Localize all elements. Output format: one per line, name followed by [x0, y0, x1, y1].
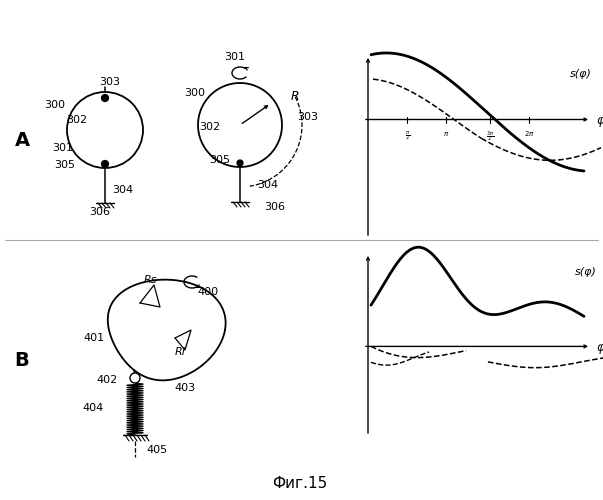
Text: 302: 302 — [66, 115, 87, 125]
Text: 403: 403 — [174, 383, 195, 393]
Circle shape — [101, 94, 109, 102]
Text: 304: 304 — [112, 185, 133, 195]
Text: 300: 300 — [185, 88, 206, 98]
Text: 306: 306 — [89, 207, 110, 217]
Circle shape — [67, 92, 143, 168]
Text: 305: 305 — [209, 155, 230, 165]
Text: 305: 305 — [54, 160, 75, 170]
Text: 304: 304 — [257, 180, 279, 190]
Text: 301: 301 — [224, 52, 245, 62]
Circle shape — [130, 373, 140, 383]
Text: R: R — [291, 90, 299, 104]
Text: $\frac{3\pi}{2}$: $\frac{3\pi}{2}$ — [486, 130, 494, 143]
Text: Фиг.15: Фиг.15 — [273, 476, 327, 492]
Text: 405: 405 — [147, 445, 168, 455]
Circle shape — [237, 160, 243, 166]
Text: φ: φ — [596, 114, 603, 127]
Text: B: B — [14, 350, 30, 370]
Text: s(φ): s(φ) — [575, 267, 597, 277]
Text: 400: 400 — [197, 287, 218, 297]
Text: $\frac{\pi}{2}$: $\frac{\pi}{2}$ — [405, 130, 410, 142]
Text: A: A — [14, 130, 30, 150]
Text: s(φ): s(φ) — [570, 69, 592, 79]
Text: φ: φ — [596, 341, 603, 354]
Text: 303: 303 — [99, 77, 121, 87]
Circle shape — [101, 160, 109, 168]
Text: $2\pi$: $2\pi$ — [524, 130, 535, 138]
Circle shape — [198, 83, 282, 167]
Text: $\pi$: $\pi$ — [443, 130, 450, 138]
Text: 301: 301 — [52, 143, 74, 153]
Text: 300: 300 — [45, 100, 66, 110]
Text: 302: 302 — [200, 122, 221, 132]
Text: 402: 402 — [96, 375, 118, 385]
Text: 404: 404 — [83, 403, 104, 413]
Text: 303: 303 — [297, 112, 318, 122]
Text: 306: 306 — [265, 202, 285, 212]
Text: Rs: Rs — [144, 275, 157, 285]
Text: Rl: Rl — [174, 347, 186, 357]
Text: 401: 401 — [83, 333, 104, 343]
